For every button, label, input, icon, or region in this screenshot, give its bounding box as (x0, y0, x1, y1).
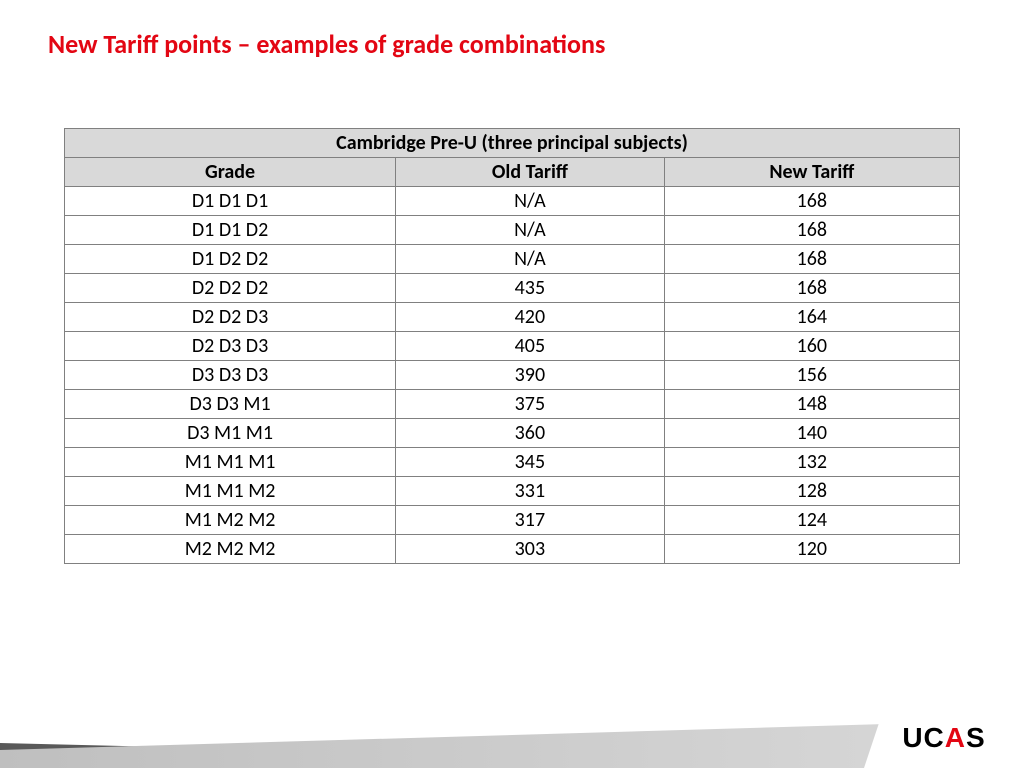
table-cell: D3 D3 D3 (65, 361, 396, 390)
ucas-logo: UCAS (902, 722, 985, 754)
table-cell: D1 D1 D2 (65, 216, 396, 245)
table-cell: M1 M1 M2 (65, 477, 396, 506)
col-header-old: Old Tariff (396, 158, 665, 187)
table-cell: 168 (664, 216, 959, 245)
table-cell: 132 (664, 448, 959, 477)
table-cell: 156 (664, 361, 959, 390)
logo-accent: A (945, 722, 966, 753)
col-header-grade: Grade (65, 158, 396, 187)
table-cell: N/A (396, 216, 665, 245)
table-cell: 160 (664, 332, 959, 361)
page-title: New Tariff points – examples of grade co… (48, 28, 605, 60)
table-caption: Cambridge Pre-U (three principal subject… (65, 129, 960, 158)
header-row: Grade Old Tariff New Tariff (65, 158, 960, 187)
table-cell: 331 (396, 477, 665, 506)
table-row: D3 D3 M1375148 (65, 390, 960, 419)
table-row: D1 D1 D2N/A168 (65, 216, 960, 245)
slide: New Tariff points – examples of grade co… (0, 0, 1024, 768)
tariff-table-container: Cambridge Pre-U (three principal subject… (64, 128, 960, 564)
table-cell: D1 D1 D1 (65, 187, 396, 216)
table-cell: N/A (396, 245, 665, 274)
table-cell: 124 (664, 506, 959, 535)
table-cell: 420 (396, 303, 665, 332)
table-cell: D2 D2 D2 (65, 274, 396, 303)
table-cell: M2 M2 M2 (65, 535, 396, 564)
table-cell: 168 (664, 245, 959, 274)
table-cell: M1 M1 M1 (65, 448, 396, 477)
table-cell: 435 (396, 274, 665, 303)
table-row: D1 D2 D2N/A168 (65, 245, 960, 274)
table-cell: 405 (396, 332, 665, 361)
table-row: D2 D2 D3420164 (65, 303, 960, 332)
logo-post: S (966, 722, 986, 753)
table-head: Cambridge Pre-U (three principal subject… (65, 129, 960, 187)
table-cell: M1 M2 M2 (65, 506, 396, 535)
table-cell: 360 (396, 419, 665, 448)
table-row: M1 M1 M2331128 (65, 477, 960, 506)
table-row: D3 D3 D3390156 (65, 361, 960, 390)
table-row: M1 M2 M2317124 (65, 506, 960, 535)
logo-plate: UCAS (864, 708, 1024, 768)
col-header-new: New Tariff (664, 158, 959, 187)
table-cell: D3 D3 M1 (65, 390, 396, 419)
table-cell: 168 (664, 187, 959, 216)
logo-pre: UC (902, 722, 944, 753)
table-row: M2 M2 M2303120 (65, 535, 960, 564)
table-body: D1 D1 D1N/A168D1 D1 D2N/A168D1 D2 D2N/A1… (65, 187, 960, 564)
table-cell: D3 M1 M1 (65, 419, 396, 448)
table-cell: 375 (396, 390, 665, 419)
table-cell: D2 D3 D3 (65, 332, 396, 361)
caption-row: Cambridge Pre-U (three principal subject… (65, 129, 960, 158)
table-cell: 148 (664, 390, 959, 419)
table-cell: 345 (396, 448, 665, 477)
table-cell: N/A (396, 187, 665, 216)
table-row: D3 M1 M1360140 (65, 419, 960, 448)
table-cell: 317 (396, 506, 665, 535)
table-cell: 164 (664, 303, 959, 332)
table-row: M1 M1 M1345132 (65, 448, 960, 477)
table-cell: D2 D2 D3 (65, 303, 396, 332)
table-cell: 303 (396, 535, 665, 564)
table-cell: 120 (664, 535, 959, 564)
table-cell: 128 (664, 477, 959, 506)
table-cell: 140 (664, 419, 959, 448)
table-row: D2 D2 D2435168 (65, 274, 960, 303)
table-row: D2 D3 D3405160 (65, 332, 960, 361)
table-cell: D1 D2 D2 (65, 245, 396, 274)
footer: UCAS (0, 696, 1024, 768)
table-row: D1 D1 D1N/A168 (65, 187, 960, 216)
table-cell: 168 (664, 274, 959, 303)
tariff-table: Cambridge Pre-U (three principal subject… (64, 128, 960, 564)
table-cell: 390 (396, 361, 665, 390)
